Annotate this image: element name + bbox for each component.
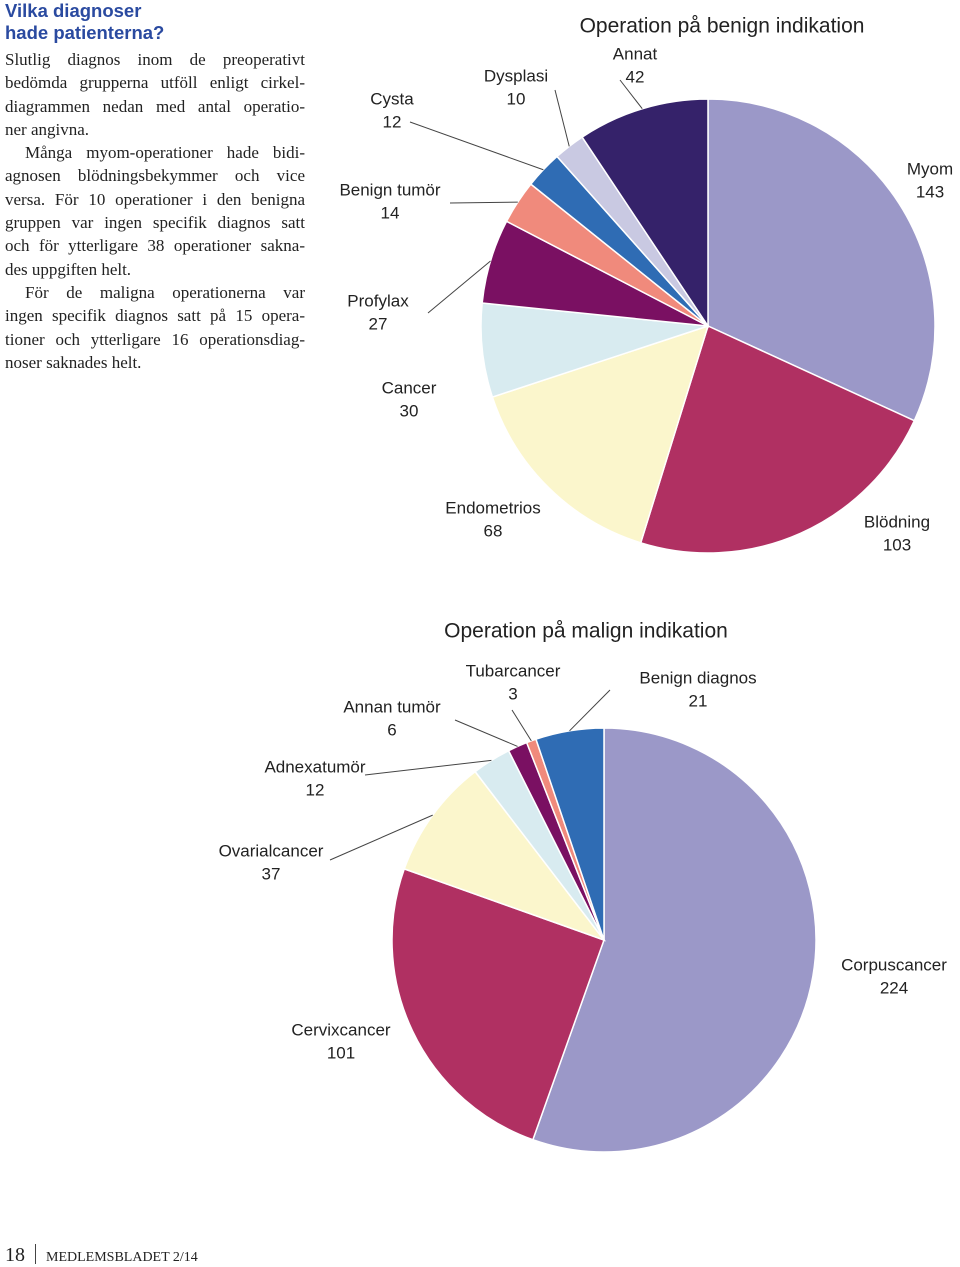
slice-value: 224 bbox=[880, 978, 908, 997]
page-number: 18 bbox=[5, 1244, 25, 1266]
text-line: agnosen blödningsbekymmer och vice bbox=[5, 166, 305, 186]
leader-line bbox=[364, 759, 492, 776]
pie-slice bbox=[535, 727, 605, 941]
slice-label: Cervixcancer bbox=[291, 1020, 391, 1039]
slice-label: Cancer bbox=[382, 378, 437, 397]
slice-value: 30 bbox=[400, 401, 419, 420]
text-line: versa. För 10 operationer i den benigna bbox=[5, 189, 305, 209]
slice-label: Profylax bbox=[347, 291, 409, 310]
leader-line bbox=[449, 201, 518, 204]
slice-value: 3 bbox=[508, 684, 517, 703]
text-line: Många myom-operationer hade bidi- bbox=[25, 143, 305, 163]
heading-line: Vilka diagnoser bbox=[5, 0, 142, 21]
slice-value: 103 bbox=[883, 535, 911, 554]
slice-label: Myom bbox=[907, 159, 953, 178]
leader-line bbox=[329, 814, 433, 861]
slice-label: Corpuscancer bbox=[841, 955, 947, 974]
leader-line bbox=[427, 260, 491, 314]
article-text: Vilka diagnoser hade patienterna? Slutli… bbox=[5, 0, 305, 374]
text-line: och för ytterligare 38 operationer sakna… bbox=[5, 236, 305, 256]
slice-label: Blödning bbox=[864, 512, 930, 531]
leader-line bbox=[454, 719, 518, 747]
text-line: För de maligna operationerna var bbox=[25, 282, 305, 302]
text-line: Slutlig diagnos inom de preoperativt bbox=[5, 50, 305, 69]
slice-label: Annat bbox=[613, 44, 658, 63]
leader-line bbox=[409, 121, 544, 171]
slice-value: 143 bbox=[916, 182, 944, 201]
slice-label: Benign diagnos bbox=[639, 668, 756, 687]
text-line: noser saknades helt. bbox=[5, 352, 142, 372]
slice-label: Adnexatumör bbox=[264, 757, 365, 776]
pie-slice bbox=[639, 324, 916, 554]
slice-value: 14 bbox=[381, 203, 400, 222]
text-line: bedömda grupperna utföll enligt cirkel- bbox=[5, 73, 305, 93]
slice-label: Tubarcancer bbox=[466, 661, 561, 680]
heading-line: hade patienterna? bbox=[5, 22, 165, 43]
slice-label: Benign tumör bbox=[339, 180, 440, 199]
pie-slice bbox=[391, 867, 605, 1141]
slice-value: 42 bbox=[626, 67, 645, 86]
text-line: gruppen var ingen specifik diagnos satt bbox=[5, 213, 305, 233]
slice-value: 12 bbox=[306, 780, 325, 799]
publication: MEDLEMSBLADET 2/14 bbox=[46, 1250, 198, 1265]
slice-label: Ovarialcancer bbox=[219, 841, 324, 860]
slice-value: 6 bbox=[387, 720, 396, 739]
leader-line bbox=[569, 689, 611, 732]
footer: 18 MEDLEMSBLADET 2/14 bbox=[5, 1244, 198, 1267]
text-line: diagrammen nedan med antal operatio- bbox=[5, 96, 305, 116]
chart-title: Operation på benign indikation bbox=[580, 15, 865, 38]
text-line: ingen specifik diagnos satt på 15 opera- bbox=[5, 306, 305, 326]
divider bbox=[35, 1244, 36, 1264]
slice-label: Dysplasi bbox=[484, 66, 548, 85]
slice-value: 68 bbox=[484, 521, 503, 540]
slice-value: 12 bbox=[383, 112, 402, 131]
chart-title: Operation på malign indikation bbox=[444, 620, 728, 643]
leader-line bbox=[511, 709, 532, 742]
pie-slice bbox=[531, 727, 817, 1153]
slice-label: Endometrios bbox=[445, 498, 540, 517]
pie-slice bbox=[581, 98, 709, 329]
pie-slice bbox=[491, 324, 710, 544]
pie-slice bbox=[403, 770, 607, 942]
leader-line bbox=[619, 79, 643, 110]
text-line: des uppgiften helt. bbox=[5, 259, 132, 279]
leader-line bbox=[554, 89, 570, 147]
text-line: tioner och ytterligare 16 operationsdiag… bbox=[5, 329, 305, 349]
slice-label: Annan tumör bbox=[343, 697, 441, 716]
slice-value: 37 bbox=[262, 864, 281, 883]
pie-slice bbox=[707, 98, 936, 422]
slice-value: 27 bbox=[369, 314, 388, 333]
slice-value: 10 bbox=[507, 89, 526, 108]
text-line: ner angivna. bbox=[5, 119, 90, 139]
slice-value: 21 bbox=[689, 691, 708, 710]
slice-value: 101 bbox=[327, 1043, 355, 1062]
slice-label: Cysta bbox=[370, 89, 414, 108]
